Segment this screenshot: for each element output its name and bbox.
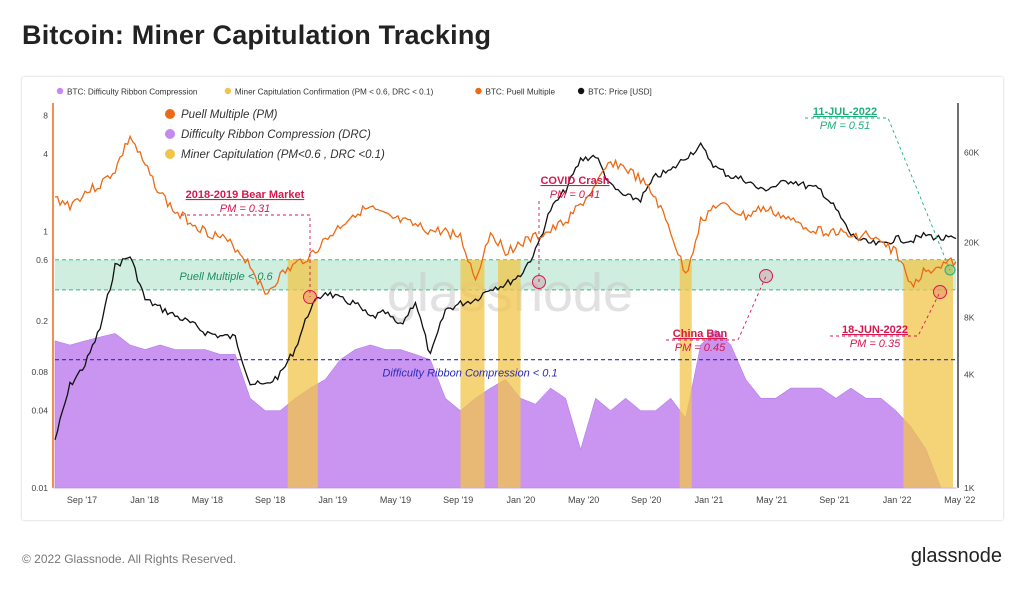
x-tick-6: Sep '19: [443, 495, 473, 505]
capitulation-period-2: [497, 259, 521, 488]
annotation-covid-title: COVID Crash: [540, 175, 609, 187]
inner-legend-label-2: Miner Capitulation (PM<0.6 , DRC <0.1): [181, 149, 385, 161]
x-tick-1: Jan '18: [130, 495, 159, 505]
glassnode-logo[interactable]: glassnode: [910, 545, 1002, 567]
legend-dot-1: [224, 87, 232, 95]
x-tick-8: May '20: [568, 495, 599, 505]
annotation-covid-marker: [532, 275, 546, 289]
x-tick-4: Jan '19: [318, 495, 347, 505]
y-left-tick-3: 0.6: [36, 255, 48, 265]
x-tick-5: May '19: [380, 495, 411, 505]
annotation-bear-market-leader: [181, 214, 311, 297]
legend-dot-3: [577, 87, 585, 95]
x-tick-12: Sep '21: [819, 495, 849, 505]
y-right-tick-1: 20K: [964, 238, 979, 248]
annotation-bear-market-marker: [303, 290, 317, 304]
annotation-china-ban-title: China Ban: [673, 328, 728, 340]
y-left-tick-5: 0.08: [31, 367, 48, 377]
y-left-tick-0: 8: [43, 110, 48, 120]
annotation-july-value: PM = 0.51: [820, 120, 870, 132]
y-right-tick-3: 4K: [964, 369, 975, 379]
annotation-june-marker: [933, 285, 947, 299]
inner-legend-dot-1: [165, 129, 175, 139]
y-right-tick-4: 1K: [964, 483, 975, 493]
annotation-bear-market-value: PM = 0.31: [220, 203, 270, 215]
annotation-june-title: 18-JUN-2022: [842, 324, 908, 336]
inner-legend-dot-2: [165, 149, 175, 159]
copyright-text: © 2022 Glassnode. All Rights Reserved.: [22, 552, 237, 566]
annotation-china-ban-leader: [666, 275, 767, 341]
legend-label-2: BTC: Puell Multiple: [485, 88, 555, 97]
annotation-july-marker: [944, 264, 956, 276]
x-tick-3: Sep '18: [255, 495, 285, 505]
puell-band-label: Puell Multiple < 0.6: [179, 271, 273, 283]
inner-legend-label-1: Difficulty Ribbon Compression (DRC): [181, 129, 371, 141]
capitulation-period-3: [679, 259, 692, 488]
legend-label-0: BTC: Difficulty Ribbon Compression: [67, 88, 198, 97]
x-tick-10: Jan '21: [695, 495, 724, 505]
annotation-june-leader: [830, 291, 941, 337]
annotation-bear-market-title: 2018-2019 Bear Market: [186, 189, 305, 201]
page-title: Bitcoin: Miner Capitulation Tracking: [22, 20, 492, 50]
x-tick-11: May '21: [756, 495, 787, 505]
y-left-tick-2: 1: [43, 226, 48, 236]
puell-line: [54, 134, 957, 295]
legend-label-3: BTC: Price [USD]: [588, 88, 652, 97]
drc-threshold-label: Difficulty Ribbon Compression < 0.1: [382, 368, 557, 380]
annotation-china-ban-value: PM = 0.45: [675, 342, 726, 354]
capitulation-period-0: [287, 259, 318, 488]
x-tick-14: May '22: [944, 495, 975, 505]
x-tick-0: Sep '17: [67, 495, 97, 505]
annotation-july-title: 11-JUL-2022: [813, 106, 877, 118]
price-line: [54, 141, 957, 440]
legend-dot-2: [475, 87, 482, 95]
x-tick-9: Sep '20: [631, 495, 661, 505]
annotation-june-value: PM = 0.35: [850, 338, 901, 350]
legend-label-1: Miner Capitulation Confirmation (PM < 0.…: [235, 88, 434, 97]
inner-legend-dot-0: [165, 109, 175, 119]
y-left-tick-1: 4: [43, 149, 48, 159]
x-tick-7: Jan '20: [507, 495, 536, 505]
y-right-tick-0: 60K: [964, 148, 979, 158]
capitulation-period-4: [903, 259, 953, 488]
miner-capitulation-chart[interactable]: BTC: Difficulty Ribbon Compression Miner …: [0, 0, 1024, 540]
annotation-covid-value: PM = 0.41: [550, 189, 600, 201]
inner-legend-label-0: Puell Multiple (PM): [181, 109, 278, 121]
annotation-china-ban-marker: [759, 269, 773, 283]
annotation-july-leader: [805, 117, 951, 271]
y-left-tick-4: 0.2: [36, 316, 48, 326]
x-tick-13: Jan '22: [883, 495, 912, 505]
legend-dot-0: [56, 87, 64, 95]
x-tick-2: May '18: [192, 495, 223, 505]
y-left-tick-7: 0.01: [31, 483, 48, 493]
y-right-tick-2: 8K: [964, 313, 975, 323]
y-left-tick-6: 0.04: [31, 406, 48, 416]
